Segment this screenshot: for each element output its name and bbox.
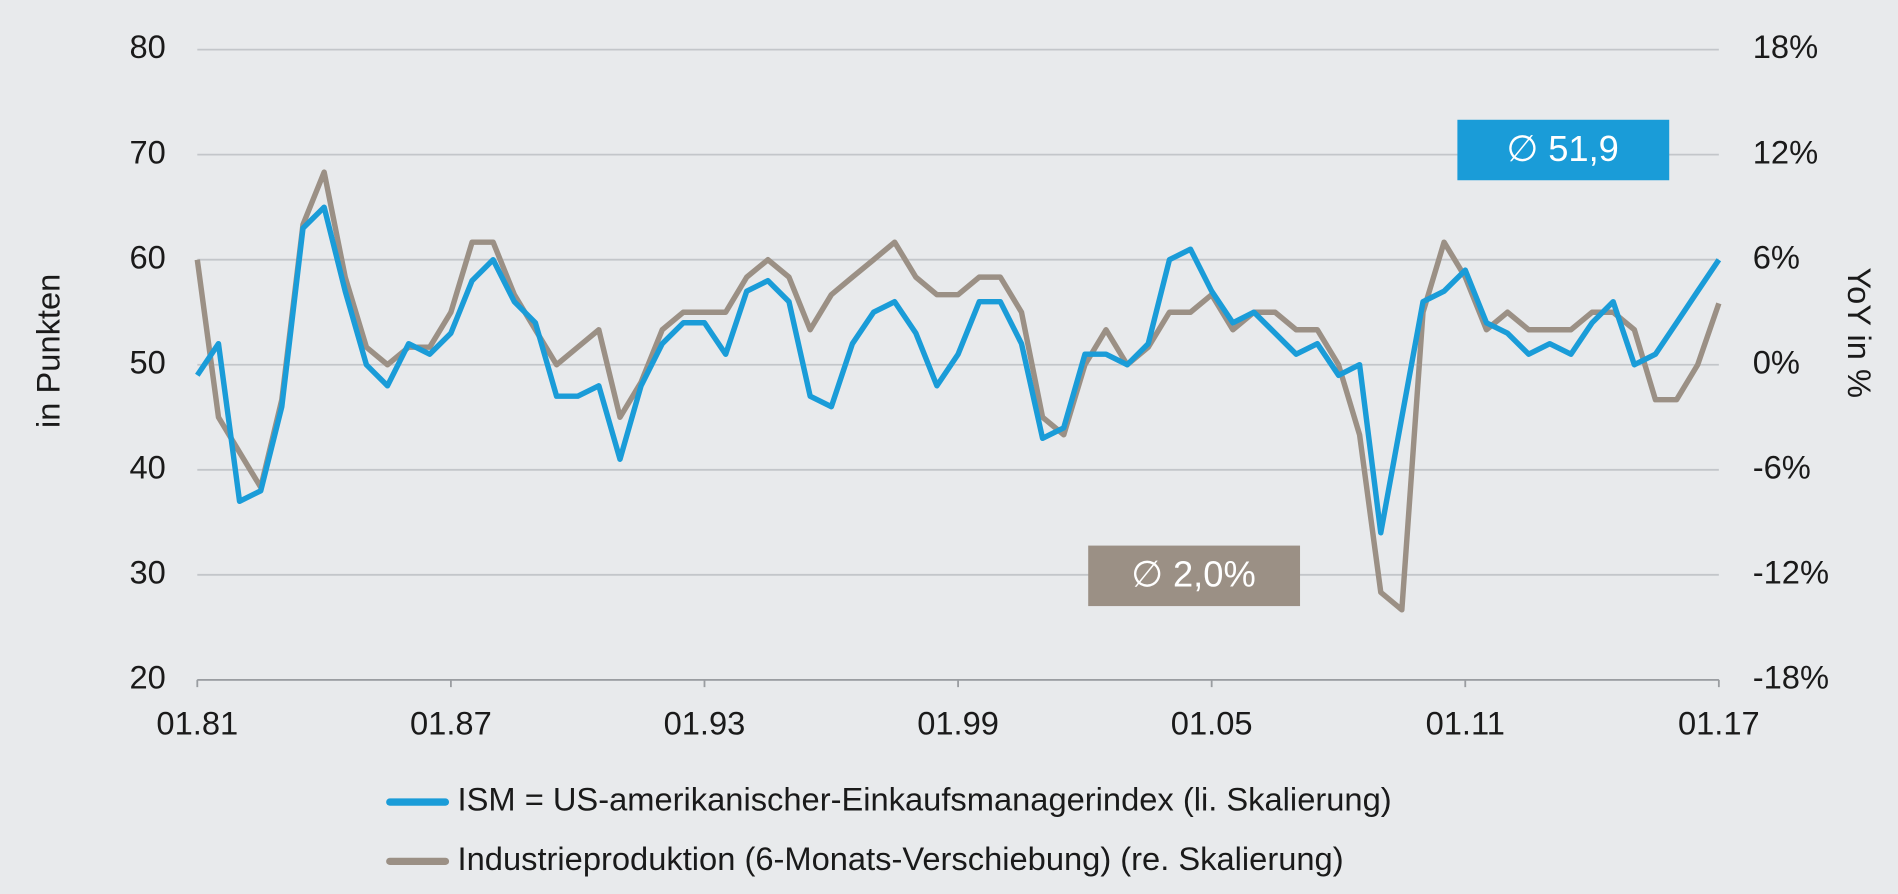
legend-label: Industrieproduktion (6-Monats-Verschiebu… (458, 840, 1344, 877)
y-tick-label: 60 (129, 238, 165, 275)
y2-tick-label: 6% (1753, 238, 1800, 275)
x-tick-label: 01.87 (410, 704, 492, 741)
annotation-box (1088, 545, 1301, 607)
annotation-text: ∅ 2,0% (1131, 554, 1255, 595)
y-tick-label: 30 (129, 553, 165, 590)
y-tick-label: 70 (129, 133, 165, 170)
y-axis-label: in Punkten (29, 274, 66, 428)
y2-tick-label: -6% (1753, 448, 1811, 485)
y2-tick-label: 0% (1753, 343, 1800, 380)
y-tick-label: 20 (129, 659, 165, 696)
series-line (195, 204, 1722, 536)
y2-tick-label: 18% (1753, 28, 1818, 65)
y2-tick-label: 12% (1753, 133, 1818, 170)
x-tick-label: 01.17 (1678, 704, 1760, 741)
x-tick-label: 01.11 (1426, 704, 1505, 741)
y2-tick-label: -18% (1753, 659, 1829, 696)
y2-tick-label: -12% (1753, 553, 1829, 590)
y-tick-label: 80 (129, 28, 165, 65)
y2-axis-label: YoY in % (1841, 267, 1878, 398)
x-tick-label: 01.05 (1171, 704, 1253, 741)
x-tick-label: 01.93 (664, 704, 746, 741)
x-tick-label: 01.99 (917, 704, 999, 741)
legend-label: ISM = US-amerikanischer-Einkaufsmanageri… (458, 781, 1392, 818)
annotation-text: ∅ 51,9 (1507, 128, 1619, 169)
y-tick-label: 50 (129, 343, 165, 380)
x-tick-label: 01.81 (156, 704, 238, 741)
annotation-box (1457, 119, 1670, 181)
y-tick-label: 40 (129, 448, 165, 485)
